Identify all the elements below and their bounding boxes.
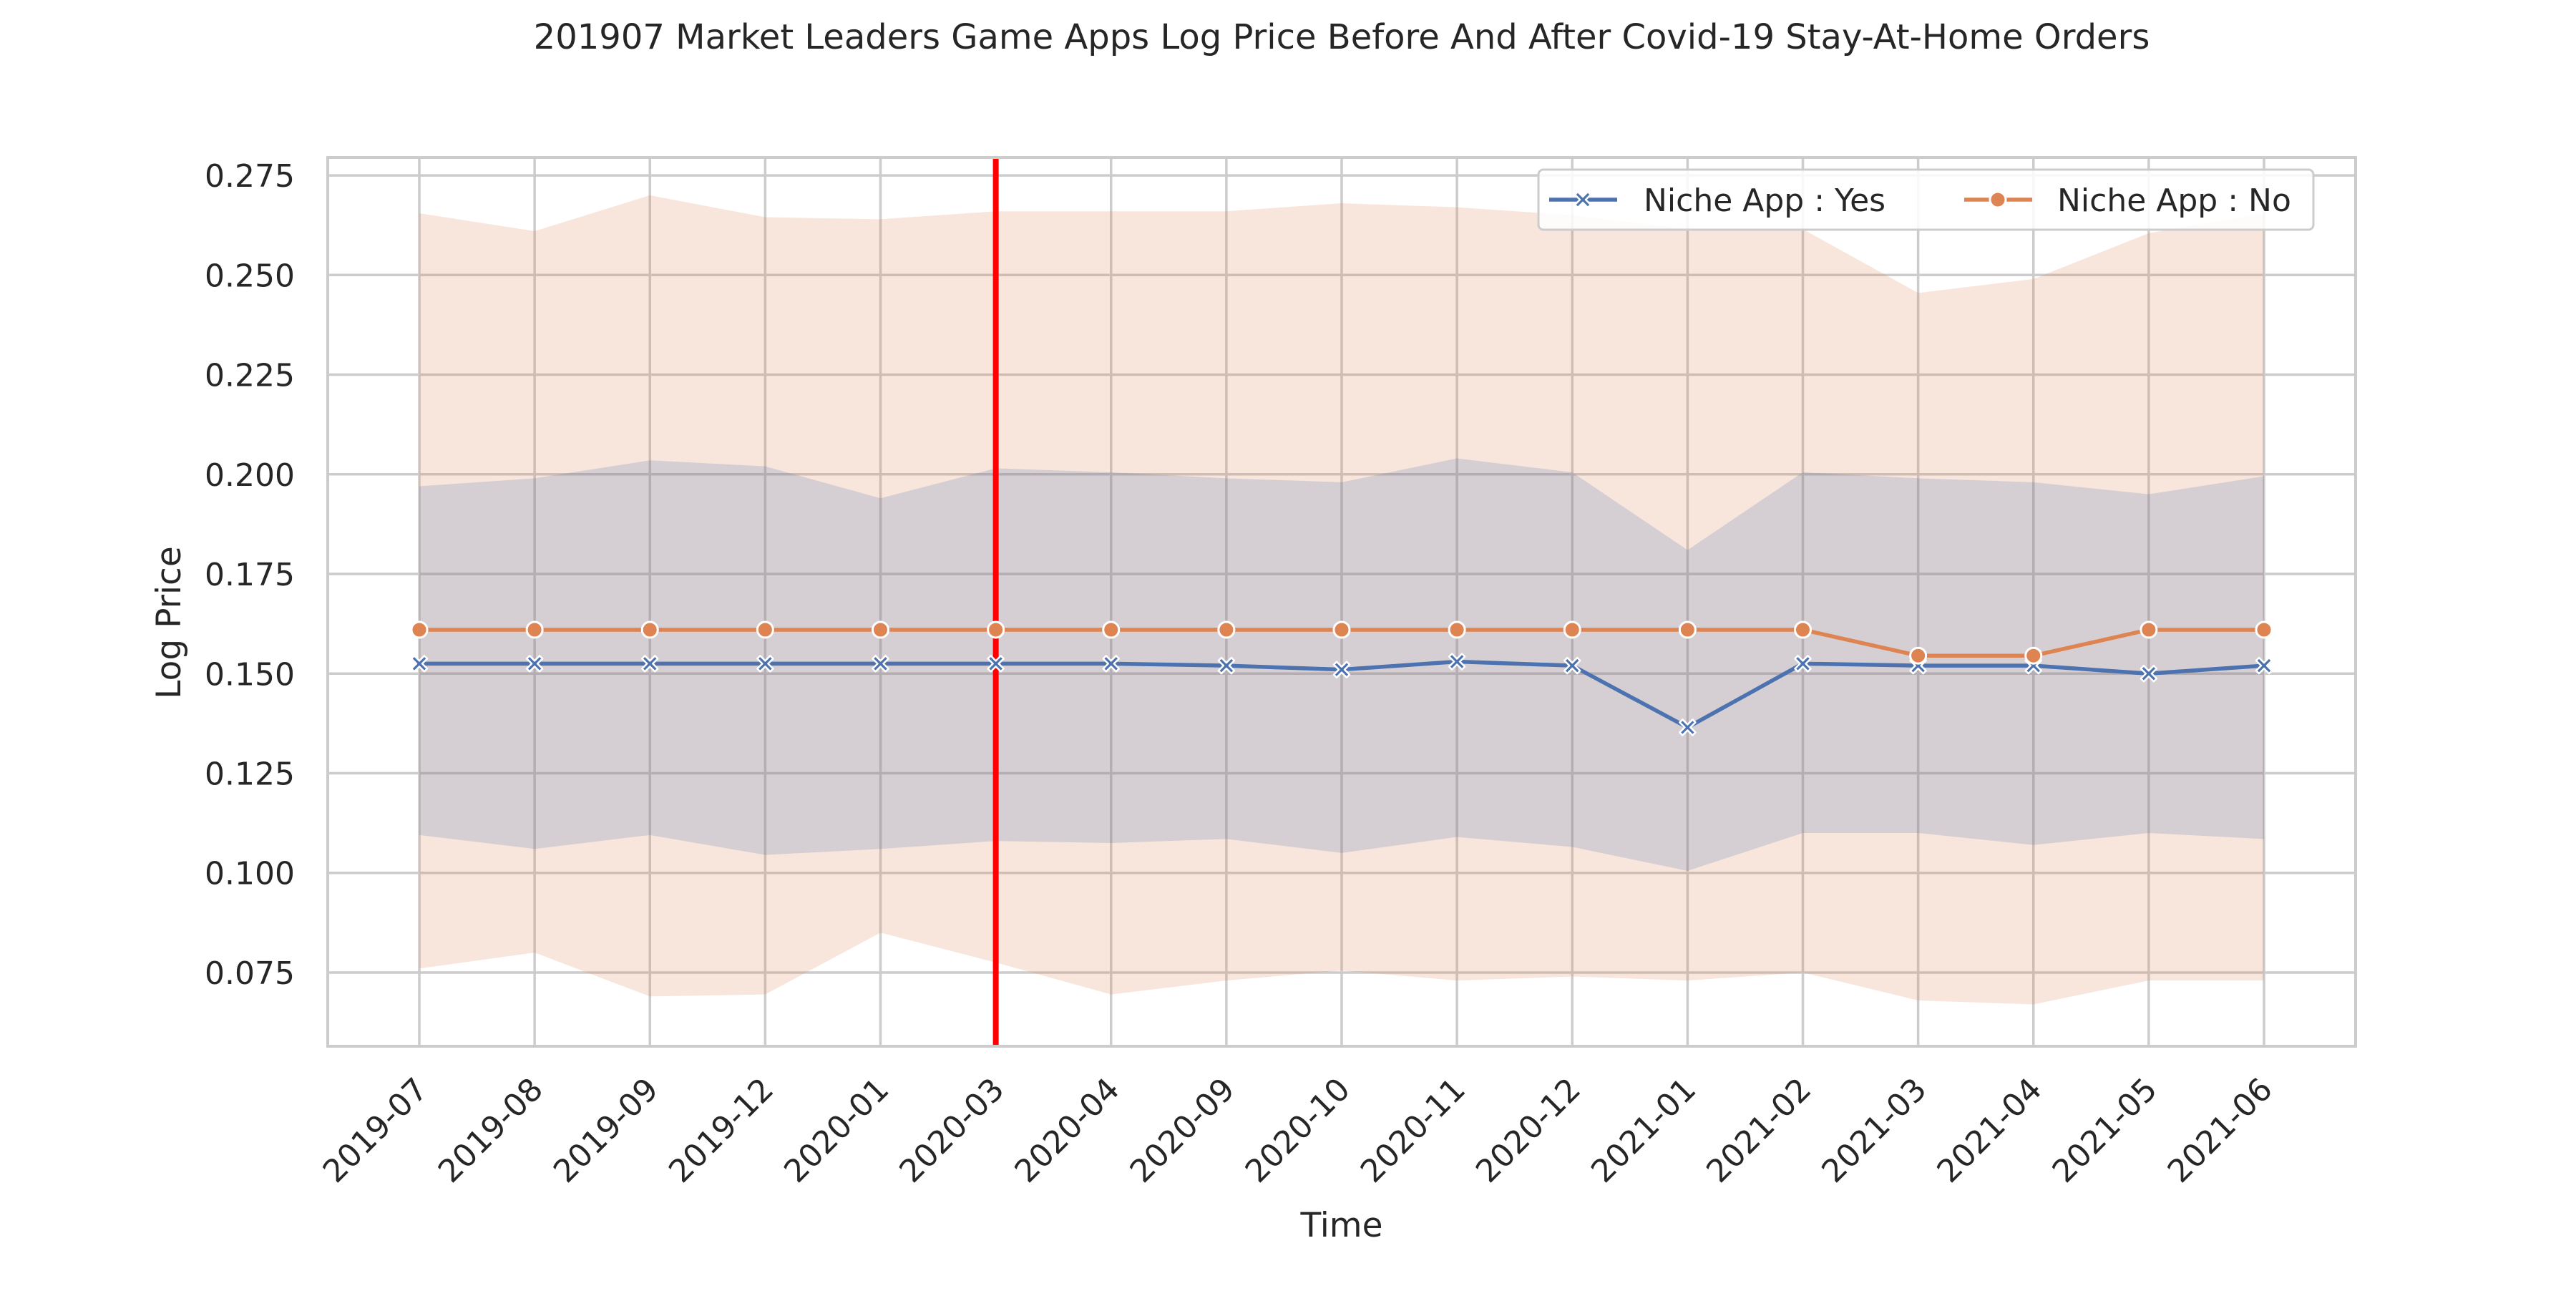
marker-shape <box>1794 655 1812 673</box>
confidence-bands <box>419 195 2264 1005</box>
data-point <box>1563 620 1581 639</box>
marker-shape <box>1102 655 1120 673</box>
x-tick-label: 2020-12 <box>1469 1071 1588 1190</box>
marker-shape <box>987 655 1005 673</box>
x-tick-label: 2020-03 <box>892 1071 1011 1190</box>
marker-shape <box>410 655 429 673</box>
chart-title: 201907 Market Leaders Game Apps Log Pric… <box>534 17 2150 57</box>
marker-shape <box>1679 718 1697 736</box>
marker-shape <box>756 655 774 673</box>
y-tick-label: 0.175 <box>205 557 295 593</box>
data-point <box>641 655 659 673</box>
x-tick-label: 2021-04 <box>1930 1071 2049 1190</box>
confidence-band <box>419 458 2264 871</box>
x-tick-label: 2021-01 <box>1584 1071 1703 1190</box>
legend-label: Niche App : Yes <box>1644 182 1885 219</box>
x-tick-label: 2020-04 <box>1008 1071 1126 1190</box>
data-point <box>987 655 1005 673</box>
data-point <box>1794 620 1812 639</box>
x-tick-labels: 2019-072019-082019-092019-122020-012020-… <box>316 1071 2280 1190</box>
plot-frame <box>326 156 2357 1048</box>
data-point <box>1909 646 1928 665</box>
y-tick-label: 0.250 <box>205 258 295 294</box>
data-point <box>410 655 429 673</box>
x-tick-label: 2021-05 <box>2046 1071 2165 1190</box>
y-axis-label: Log Price <box>150 546 189 699</box>
x-tick-label: 2021-02 <box>1699 1071 1818 1190</box>
data-point <box>756 620 774 639</box>
legend-marker <box>1989 190 2007 209</box>
x-tick-label: 2020-01 <box>777 1071 896 1190</box>
data-point <box>1102 620 1121 639</box>
y-tick-label: 0.125 <box>205 756 295 792</box>
legend: Niche App : Yes Niche App : No <box>1537 168 2315 231</box>
y-tick-label: 0.075 <box>205 955 295 992</box>
x-tick-label: 2020-10 <box>1239 1071 1357 1190</box>
data-point <box>2140 665 2158 683</box>
marker-shape <box>1563 656 1581 675</box>
data-point <box>1332 661 1351 678</box>
data-point <box>1102 655 1120 673</box>
x-axis-label: Time <box>1299 1206 1382 1245</box>
data-point <box>756 655 774 673</box>
y-tick-label: 0.100 <box>205 856 295 892</box>
y-tick-label: 0.225 <box>205 358 295 394</box>
y-tick-labels: 0.075 0.100 0.125 0.150 0.175 0.200 0.225 0.250… <box>205 158 295 992</box>
marker-shape <box>1574 190 1592 209</box>
marker-shape <box>641 655 659 673</box>
x-tick-label: 2020-09 <box>1123 1071 1242 1190</box>
data-point <box>2255 656 2273 675</box>
y-tick-label: 0.150 <box>205 656 295 693</box>
data-point <box>2140 620 2158 639</box>
data-point <box>525 620 544 639</box>
marker-shape <box>1332 661 1351 678</box>
series-markers <box>410 620 2273 736</box>
data-point <box>1332 620 1351 639</box>
data-point <box>987 620 1005 639</box>
x-tick-label: 2021-06 <box>2161 1071 2280 1190</box>
data-point <box>2255 620 2273 639</box>
data-point <box>1563 656 1581 675</box>
y-tick-label: 0.200 <box>205 457 295 494</box>
x-tick-label: 2019-07 <box>316 1071 435 1190</box>
legend-label: Niche App : No <box>2057 182 2291 219</box>
marker-shape <box>1448 653 1466 671</box>
data-point <box>1448 620 1466 639</box>
data-point <box>872 620 889 639</box>
data-point <box>1678 620 1697 639</box>
x-tick-label: 2019-08 <box>431 1071 550 1190</box>
data-point <box>525 655 544 673</box>
x-tick-label: 2019-12 <box>662 1071 781 1190</box>
x-tick-label: 2021-03 <box>1815 1071 1933 1190</box>
data-point <box>1679 718 1697 736</box>
legend-box <box>1537 168 2315 231</box>
data-point <box>1448 653 1466 671</box>
data-point <box>1217 620 1236 639</box>
marker-shape <box>1217 656 1236 675</box>
data-point <box>2024 646 2043 665</box>
data-point <box>640 620 659 639</box>
marker-shape <box>525 655 544 673</box>
data-point <box>1574 190 1592 209</box>
marker-shape <box>2255 656 2273 675</box>
marker-shape <box>872 655 889 673</box>
confidence-band <box>419 195 2264 1005</box>
marker-shape <box>2140 665 2158 683</box>
data-point <box>1217 656 1236 675</box>
y-tick-label: 0.275 <box>205 158 295 195</box>
data-point <box>872 655 889 673</box>
data-point <box>1794 655 1812 673</box>
data-point <box>410 620 429 639</box>
x-tick-label: 2020-11 <box>1354 1071 1473 1190</box>
x-tick-label: 2019-09 <box>547 1071 665 1190</box>
